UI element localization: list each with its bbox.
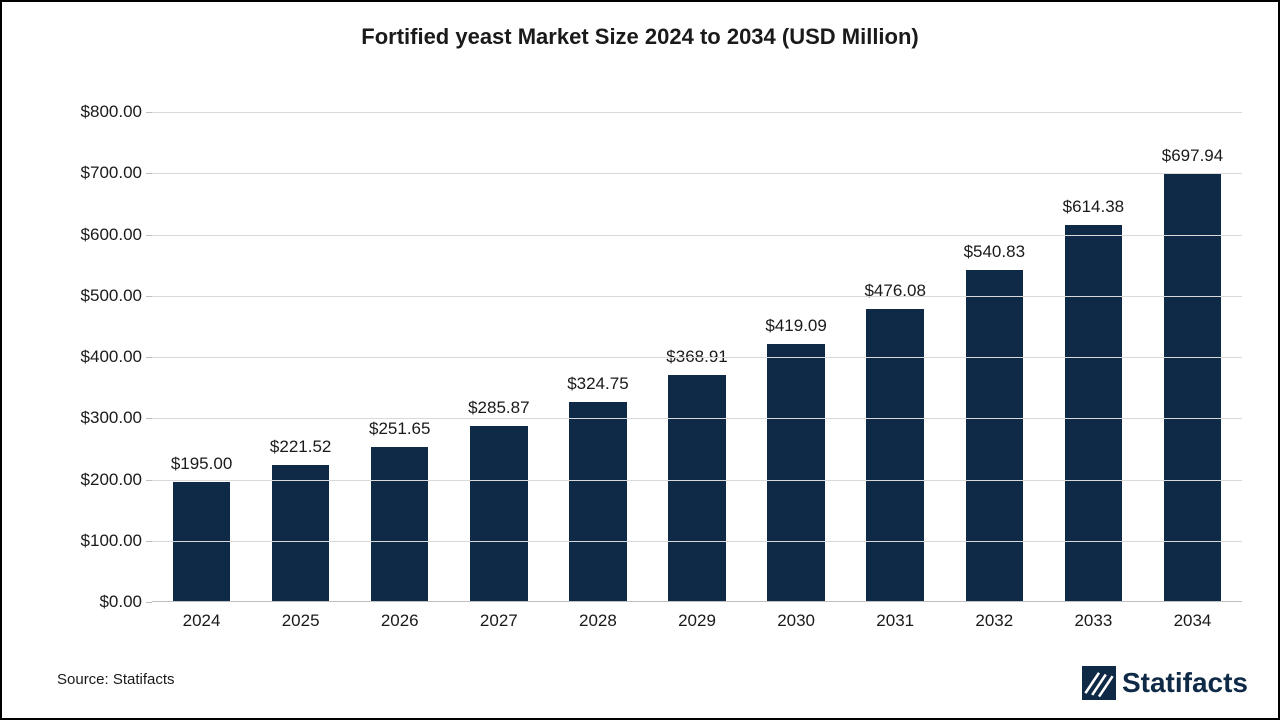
brand-logo: Statifacts xyxy=(1082,666,1248,700)
bar xyxy=(470,426,527,601)
grid-line xyxy=(152,357,1242,358)
y-tick-mark xyxy=(146,480,152,481)
y-tick-mark xyxy=(146,235,152,236)
y-tick-mark xyxy=(146,296,152,297)
source-text: Source: Statifacts xyxy=(57,671,175,688)
y-tick-label: $0.00 xyxy=(99,592,142,612)
bar xyxy=(272,465,329,601)
brand-icon xyxy=(1082,666,1116,700)
bar-value-label: $697.94 xyxy=(1162,146,1223,166)
grid-line xyxy=(152,112,1242,113)
bar xyxy=(1065,225,1122,601)
bar-value-label: $476.08 xyxy=(864,281,925,301)
grid-line xyxy=(152,418,1242,419)
grid-line xyxy=(152,541,1242,542)
y-tick-label: $400.00 xyxy=(81,347,142,367)
chart-frame: Fortified yeast Market Size 2024 to 2034… xyxy=(0,0,1280,720)
grid-line xyxy=(152,173,1242,174)
x-tick-label: 2026 xyxy=(381,611,419,631)
bar-value-label: $195.00 xyxy=(171,454,232,474)
y-tick-label: $300.00 xyxy=(81,408,142,428)
y-tick-label: $500.00 xyxy=(81,286,142,306)
brand-name: Statifacts xyxy=(1122,667,1248,699)
bar xyxy=(866,309,923,601)
bar-value-label: $614.38 xyxy=(1063,197,1124,217)
x-tick-label: 2027 xyxy=(480,611,518,631)
bar-value-label: $419.09 xyxy=(765,316,826,336)
x-axis-line xyxy=(152,601,1242,602)
bar xyxy=(966,270,1023,601)
x-tick-label: 2029 xyxy=(678,611,716,631)
bar-value-label: $285.87 xyxy=(468,398,529,418)
plot-area: $195.002024$221.522025$251.652026$285.87… xyxy=(152,112,1242,602)
y-tick-mark xyxy=(146,541,152,542)
bar xyxy=(1164,174,1221,601)
bar xyxy=(569,402,626,601)
x-tick-label: 2031 xyxy=(876,611,914,631)
x-tick-label: 2028 xyxy=(579,611,617,631)
y-tick-mark xyxy=(146,173,152,174)
grid-line xyxy=(152,296,1242,297)
y-tick-label: $700.00 xyxy=(81,163,142,183)
y-tick-mark xyxy=(146,602,152,603)
bar xyxy=(668,375,725,601)
x-tick-label: 2033 xyxy=(1074,611,1112,631)
bar-value-label: $324.75 xyxy=(567,374,628,394)
y-tick-mark xyxy=(146,112,152,113)
x-tick-label: 2025 xyxy=(282,611,320,631)
bar xyxy=(767,344,824,601)
chart-title: Fortified yeast Market Size 2024 to 2034… xyxy=(2,24,1278,50)
bar-value-label: $221.52 xyxy=(270,437,331,457)
y-tick-label: $200.00 xyxy=(81,470,142,490)
x-tick-label: 2030 xyxy=(777,611,815,631)
x-tick-label: 2032 xyxy=(975,611,1013,631)
y-tick-mark xyxy=(146,418,152,419)
y-tick-label: $100.00 xyxy=(81,531,142,551)
y-tick-label: $600.00 xyxy=(81,225,142,245)
x-tick-label: 2034 xyxy=(1174,611,1212,631)
y-tick-mark xyxy=(146,357,152,358)
grid-line xyxy=(152,235,1242,236)
bar-value-label: $540.83 xyxy=(964,242,1025,262)
y-tick-label: $800.00 xyxy=(81,102,142,122)
bar xyxy=(371,447,428,601)
bar-value-label: $251.65 xyxy=(369,419,430,439)
grid-line xyxy=(152,480,1242,481)
x-tick-label: 2024 xyxy=(183,611,221,631)
